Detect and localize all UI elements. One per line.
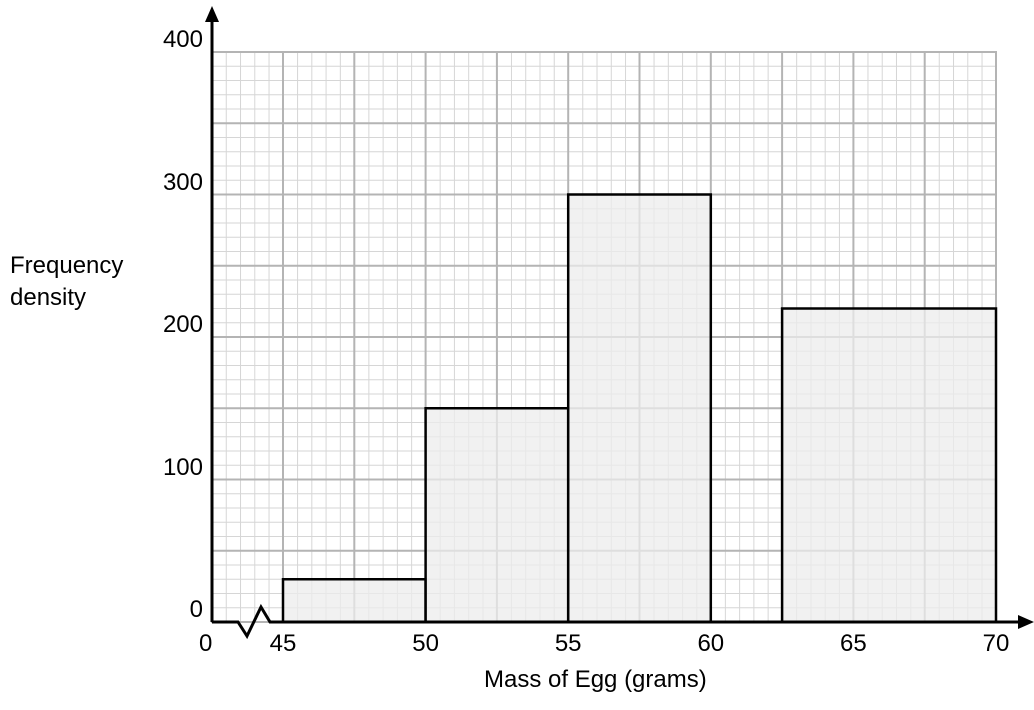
histogram-bar-3 — [566, 193, 713, 624]
histogram-bar-4 — [780, 307, 998, 624]
x-tick-label: 50 — [412, 630, 439, 657]
x-axis-label: Mass of Egg (grams) — [484, 666, 707, 693]
histogram-bar-1 — [281, 578, 427, 624]
histogram-bar-2 — [424, 407, 570, 624]
y-axis-label: Frequency density — [10, 250, 123, 314]
x-tick-label: 65 — [840, 630, 867, 657]
bars — [281, 193, 998, 624]
x-tick-label: 45 — [269, 630, 297, 657]
axes — [205, 6, 1034, 640]
y-tick-label: 200 — [162, 311, 203, 338]
y-tick-label: 400 — [162, 26, 203, 53]
y-axis-arrow-icon — [205, 6, 219, 22]
x-tick-label: 55 — [554, 630, 582, 657]
y-tick-label: 300 — [162, 168, 203, 196]
y-axis-label-line-2: density — [10, 284, 87, 311]
x-axis-line-with-break — [212, 603, 1020, 640]
y-tick-label: 0 — [189, 596, 203, 623]
x-origin-label: 0 — [199, 630, 213, 657]
x-axis-arrow-icon — [1018, 615, 1034, 629]
y-axis-label-line-1: Frequency — [10, 252, 124, 279]
x-tick-label: 70 — [982, 630, 1010, 657]
x-tick-label: 60 — [697, 630, 725, 657]
y-tick-label: 100 — [162, 453, 203, 481]
